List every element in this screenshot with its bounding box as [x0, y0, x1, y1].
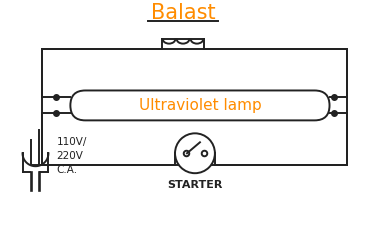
Circle shape	[175, 133, 215, 173]
Text: Balast: Balast	[151, 3, 215, 23]
Text: STARTER: STARTER	[167, 180, 223, 190]
Text: Ultraviolet lamp: Ultraviolet lamp	[139, 98, 261, 113]
FancyBboxPatch shape	[70, 90, 330, 120]
Text: 110V/
220V
C.A.: 110V/ 220V C.A.	[57, 137, 87, 175]
